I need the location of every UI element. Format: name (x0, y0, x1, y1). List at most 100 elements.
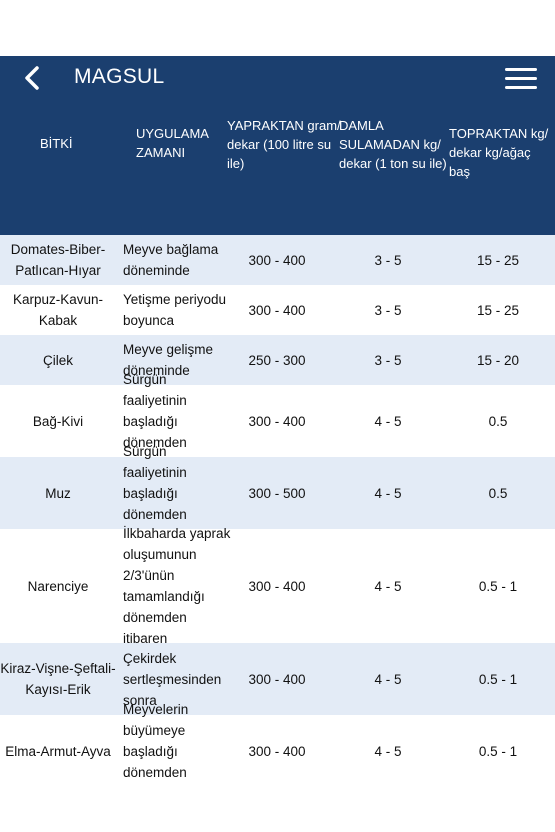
foliar-dose-cell: 300 - 400 (236, 643, 318, 715)
drip-dose-cell-text: 4 - 5 (374, 485, 402, 501)
drip-dose-cell-text: 3 - 5 (374, 352, 402, 368)
foliar-dose-cell: 250 - 300 (236, 335, 318, 385)
foliar-dose-cell-text: 300 - 400 (248, 671, 306, 687)
application-time-cell: Yetişme periyodu boyunca (123, 285, 233, 335)
application-time-cell: Meyvelerin büyümeye başladığı dönemden i… (123, 702, 233, 778)
soil-dose-cell-text: 0.5 - 1 (478, 578, 518, 594)
soil-dose-cell-text: 0.5 (488, 485, 508, 501)
back-button[interactable] (20, 62, 50, 94)
soil-dose-cell-text: 15 - 20 (476, 352, 520, 368)
table-row: Elma-Armut-Ayva Meyvelerin büyümeye başla… (0, 702, 555, 778)
column-header-plant: BİTKİ (40, 136, 73, 151)
table-row: Domates-Biber- Patlıcan-Hıyar Meyve bağla… (0, 235, 555, 285)
soil-dose-cell: 0.5 (440, 457, 555, 529)
application-time-cell-text: Meyve bağlama döneminde (123, 242, 219, 278)
plant-cell: Çilek (0, 335, 116, 385)
foliar-dose-cell-text: 300 - 400 (248, 578, 306, 594)
soil-dose-cell: 0.5 - 1 (440, 715, 555, 777)
soil-dose-cell: 0.5 - 1 (440, 529, 555, 643)
drip-dose-cell: 4 - 5 (346, 715, 430, 777)
column-header-drip: DAMLA SULAMADAN kg/ dekar (1 ton su ile) (339, 118, 447, 171)
drip-dose-cell: 4 - 5 (346, 643, 430, 715)
table-row: Karpuz-Kavun- Kabak Yetişme periyodu boyu… (0, 285, 555, 335)
soil-dose-cell-text: 0.5 (488, 413, 508, 429)
foliar-dose-cell: 300 - 400 (236, 715, 318, 777)
foliar-dose-cell-text: 300 - 400 (248, 302, 306, 318)
foliar-dose-cell-text: 300 - 400 (248, 413, 306, 429)
plant-cell: Narenciye (0, 529, 116, 643)
plant-cell: Domates-Biber- Patlıcan-Hıyar (0, 235, 116, 285)
plant-cell-text: Kiraz-Vişne-Şeftali- Kayısı-Erik (0, 661, 116, 697)
application-time-cell-text: Meyvelerin büyümeye başladığı dönemden i… (123, 701, 189, 778)
hamburger-menu-icon (505, 68, 537, 71)
plant-cell-text: Elma-Armut-Ayva (5, 743, 111, 759)
drip-dose-cell: 4 - 5 (346, 457, 430, 529)
foliar-dose-cell: 300 - 400 (236, 285, 318, 335)
drip-dose-cell-text: 4 - 5 (374, 413, 402, 429)
application-time-cell-text: Yetişme periyodu boyunca (123, 292, 227, 328)
table-row: Bağ-Kivi Sürgün faaliyetinin başladığı dö… (0, 372, 555, 471)
app-bar: MAGSUL (0, 56, 555, 100)
soil-dose-cell-text: 0.5 - 1 (478, 671, 518, 687)
soil-dose-cell: 0.5 - 1 (440, 643, 555, 715)
foliar-dose-cell: 300 - 400 (236, 385, 318, 457)
column-header-leaf: YAPRAKTAN gram/ dekar (100 litre su ile) (227, 118, 341, 171)
soil-dose-cell: 15 - 25 (440, 285, 555, 335)
plant-cell: Kiraz-Vişne-Şeftali- Kayısı-Erik (0, 643, 116, 715)
plant-cell-text: Çilek (42, 352, 73, 368)
column-header-soil: TOPRAKTAN kg/ dekar kg/ağaç baş (449, 126, 549, 179)
chevron-left-icon (25, 66, 39, 90)
hamburger-line (505, 86, 537, 89)
plant-cell: Elma-Armut-Ayva (0, 715, 116, 777)
plant-cell-text: Muz (45, 485, 71, 501)
foliar-dose-cell-text: 250 - 300 (248, 352, 306, 368)
application-time-cell-text: Meyve gelişme döneminde (123, 342, 214, 378)
page-title: MAGSUL (74, 65, 165, 88)
table-header: BİTKİ UYGULAMA ZAMANI YAPRAKTAN gram/ de… (0, 100, 555, 235)
plant-cell-text: Narenciye (27, 578, 89, 594)
plant-cell-text: Karpuz-Kavun- Kabak (12, 292, 104, 328)
table-row: Muz Sürgün faaliyetinin başladığı dönemde… (0, 444, 555, 543)
foliar-dose-cell: 300 - 400 (236, 529, 318, 643)
drip-dose-cell: 4 - 5 (346, 529, 430, 643)
foliar-dose-cell-text: 300 - 500 (248, 485, 306, 501)
foliar-dose-cell-text: 300 - 400 (248, 252, 306, 268)
drip-dose-cell: 3 - 5 (346, 335, 430, 385)
plant-cell: Muz (0, 457, 116, 529)
application-time-cell-text: İlkbaharda yaprak oluşumunun 2/3'ünün ta… (123, 526, 231, 646)
drip-dose-cell: 3 - 5 (346, 235, 430, 285)
foliar-dose-cell: 300 - 500 (236, 457, 318, 529)
plant-cell-text: Bağ-Kivi (32, 413, 84, 429)
table-row: Narenciye İlkbaharda yaprak oluşumunun 2/… (0, 526, 555, 646)
drip-dose-cell-text: 4 - 5 (374, 671, 402, 687)
application-time-cell: Meyve bağlama döneminde (123, 235, 233, 285)
plant-cell: Karpuz-Kavun- Kabak (0, 285, 116, 335)
drip-dose-cell-text: 3 - 5 (374, 252, 402, 268)
application-time-cell: Sürgün faaliyetinin başladığı dönemden i… (123, 444, 233, 543)
drip-dose-cell-text: 3 - 5 (374, 302, 402, 318)
drip-dose-cell-text: 4 - 5 (374, 578, 402, 594)
application-time-cell: Meyve gelişme döneminde (123, 335, 233, 385)
table-row: Kiraz-Vişne-Şeftali- Kayısı-Erik Çekirdek… (0, 643, 555, 715)
application-time-cell-text: Çekirdek sertleşmesinden sonra (123, 650, 222, 708)
drip-dose-cell: 4 - 5 (346, 385, 430, 457)
soil-dose-cell: 15 - 20 (440, 335, 555, 385)
application-time-cell: Çekirdek sertleşmesinden sonra (123, 643, 233, 715)
table-row: Çilek Meyve gelişme döneminde 250 - 300 3 -… (0, 335, 555, 385)
plant-cell-text: Domates-Biber- Patlıcan-Hıyar (10, 242, 106, 278)
soil-dose-cell-text: 15 - 25 (476, 302, 520, 318)
plant-cell: Bağ-Kivi (0, 385, 116, 457)
soil-dose-cell-text: 15 - 25 (476, 252, 520, 268)
drip-dose-cell: 3 - 5 (346, 285, 430, 335)
hamburger-line (505, 77, 537, 80)
column-header-time: UYGULAMA ZAMANI (136, 126, 209, 160)
application-time-cell: İlkbaharda yaprak oluşumunun 2/3'ünün ta… (123, 526, 233, 646)
app-screen: MAGSUL BİTKİ UYGULAMA ZAMANI YAPRAKTAN g… (0, 56, 555, 777)
drip-dose-cell-text: 4 - 5 (374, 743, 402, 759)
soil-dose-cell-text: 0.5 - 1 (478, 743, 518, 759)
foliar-dose-cell: 300 - 400 (236, 235, 318, 285)
soil-dose-cell: 0.5 (440, 385, 555, 457)
soil-dose-cell: 15 - 25 (440, 235, 555, 285)
foliar-dose-cell-text: 300 - 400 (248, 743, 306, 759)
menu-button[interactable] (505, 66, 537, 90)
